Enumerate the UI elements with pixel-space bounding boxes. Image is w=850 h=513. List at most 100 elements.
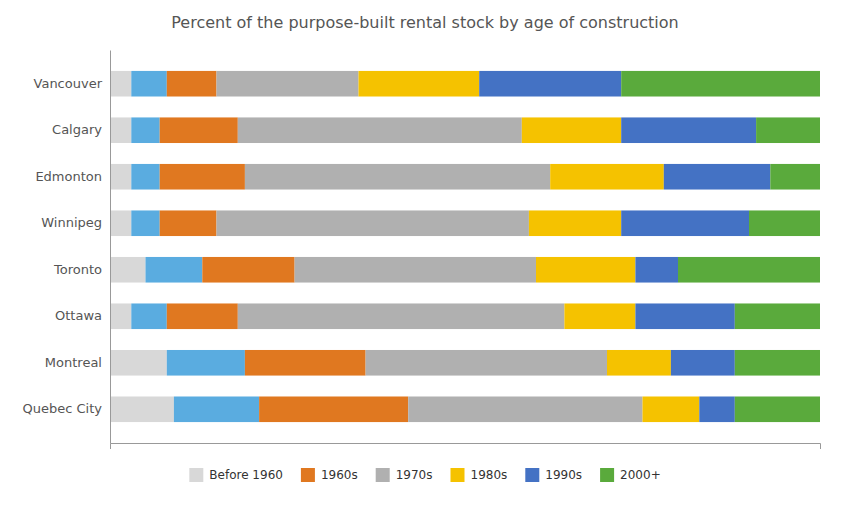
bar-segment: [245, 350, 366, 376]
bar-segment: [174, 396, 259, 422]
legend-item: 1990s: [525, 468, 582, 482]
bar-segment: [671, 350, 735, 376]
bar-segment: [110, 117, 131, 143]
bar-segment: [550, 164, 664, 190]
legend-item: 1970s: [376, 468, 433, 482]
tick-label: Calgary: [52, 122, 102, 137]
bar-segment: [756, 117, 820, 143]
bar-segment: [110, 257, 146, 283]
bar-segment: [238, 117, 522, 143]
bar-segment: [167, 71, 217, 97]
tick: Calgary: [52, 122, 110, 137]
bar-segment: [110, 396, 174, 422]
bar-segment: [635, 257, 678, 283]
bar-segment: [160, 210, 217, 236]
series: [217, 71, 643, 422]
chart: Percent of the purpose-built rental stoc…: [0, 0, 850, 513]
bar-segment: [131, 164, 159, 190]
bar-segment: [110, 210, 131, 236]
legend-swatch: [376, 468, 390, 482]
tick-label: Quebec City: [23, 401, 103, 416]
bar-segment: [621, 71, 820, 97]
bar-segment: [167, 303, 238, 329]
tick: Edmonton: [35, 169, 110, 184]
legend-item: 1980s: [451, 468, 508, 482]
bar-segment: [131, 117, 159, 143]
bar-segment: [131, 303, 167, 329]
category-axis-line: [110, 51, 111, 444]
bar-segment: [238, 303, 565, 329]
bar-segment: [621, 117, 756, 143]
bar-segment: [259, 396, 408, 422]
tick-label: Ottawa: [55, 308, 102, 323]
bar-segment: [635, 303, 734, 329]
tick: Winnipeg: [41, 215, 110, 230]
bar-segment: [479, 71, 621, 97]
plot: Vancouver Calgary Edmonton Winnipeg Toronto O…: [23, 51, 821, 450]
tick: Ottawa: [55, 308, 110, 323]
bar-segment: [770, 164, 820, 190]
series: [479, 71, 770, 422]
category-axis: Vancouver Calgary Edmonton Winnipeg Toronto O…: [23, 51, 111, 444]
bar-segment: [735, 350, 820, 376]
bar-segment: [131, 71, 167, 97]
bar-segment: [160, 117, 238, 143]
bar-segment: [749, 210, 820, 236]
tick: Montreal: [45, 355, 110, 370]
value-axis-line: [111, 444, 821, 450]
legend-label: Before 1960: [209, 468, 283, 482]
bar-segment: [643, 396, 700, 422]
legend-swatch: [600, 468, 614, 482]
bar-segment: [735, 303, 820, 329]
bar-segment: [621, 210, 749, 236]
bars: [110, 71, 820, 422]
legend-swatch: [525, 468, 539, 482]
bar-segment: [529, 210, 621, 236]
legend-label: 1980s: [471, 468, 508, 482]
legend-label: 2000+: [620, 468, 661, 482]
bar-segment: [217, 71, 359, 97]
value-axis: [111, 444, 821, 450]
series: [621, 71, 820, 422]
legend-item: 1960s: [301, 468, 358, 482]
bar-segment: [146, 257, 203, 283]
bar-segment: [110, 303, 131, 329]
bar-segment: [359, 71, 480, 97]
bar-segment: [160, 164, 245, 190]
bar-segment: [699, 396, 735, 422]
bar-segment: [295, 257, 536, 283]
legend-item: Before 1960: [189, 468, 283, 482]
bar-segment: [202, 257, 294, 283]
legend-swatch: [301, 468, 315, 482]
bar-segment: [735, 396, 820, 422]
bar-segment: [408, 396, 642, 422]
tick: Quebec City: [23, 401, 110, 416]
tick-label: Winnipeg: [41, 215, 102, 230]
tick-label: Edmonton: [35, 169, 102, 184]
tick-label: Toronto: [53, 262, 102, 277]
bar-segment: [110, 164, 131, 190]
bar-segment: [366, 350, 607, 376]
tick-label: Vancouver: [34, 76, 103, 91]
bar-segment: [522, 117, 621, 143]
bar-segment: [678, 257, 820, 283]
legend-swatch: [189, 468, 203, 482]
tick: Toronto: [53, 262, 110, 277]
bar-segment: [217, 210, 529, 236]
bar-segment: [664, 164, 771, 190]
legend-item: 2000+: [600, 468, 661, 482]
bar-segment: [110, 71, 131, 97]
bar-segment: [607, 350, 671, 376]
bar-segment: [110, 350, 167, 376]
bar-segment: [131, 210, 159, 236]
bar-segment: [245, 164, 550, 190]
bar-segment: [167, 350, 245, 376]
legend-label: 1960s: [321, 468, 358, 482]
bar-segment: [536, 257, 635, 283]
tick: Vancouver: [34, 76, 110, 91]
legend: Before 1960 1960s 1970s 1980s 1990s 2000+: [189, 468, 660, 482]
bar-segment: [564, 303, 635, 329]
tick-label: Montreal: [45, 355, 102, 370]
legend-label: 1970s: [396, 468, 433, 482]
legend-swatch: [451, 468, 465, 482]
